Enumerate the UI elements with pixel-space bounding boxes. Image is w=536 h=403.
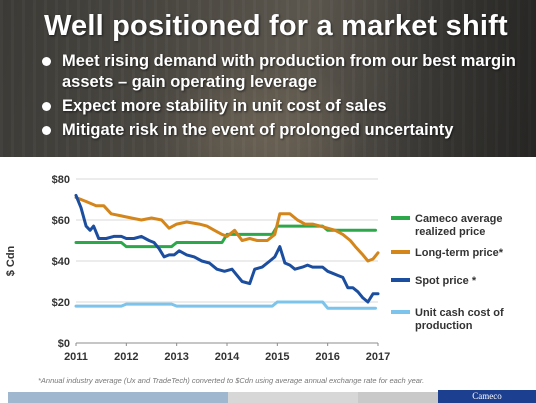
y-tick-label: $0 xyxy=(58,338,70,350)
y-tick-label: $40 xyxy=(52,256,70,268)
hero-background-photo: Well positioned for a market shift Meet … xyxy=(0,0,536,157)
cameco-logo: Cameco xyxy=(438,390,536,403)
bullet-list: Meet rising demand with production from … xyxy=(40,51,530,144)
slide-title: Well positioned for a market shift xyxy=(44,10,508,42)
x-tick-label: 2012 xyxy=(114,351,138,363)
x-tick-label: 2011 xyxy=(64,351,88,363)
y-axis-title: $ Cdn xyxy=(5,245,17,276)
series-line-long-term-price xyxy=(74,196,380,263)
legend-label-unit-cash-cost-of-production: production xyxy=(415,320,473,332)
y-tick-label: $80 xyxy=(52,174,70,186)
bullet-dot-icon xyxy=(42,126,51,135)
legend-label-cameco-average-realized-price: realized price xyxy=(415,226,485,238)
footnote: *Annual industry average (Ux and TradeTe… xyxy=(38,376,425,385)
legend-label-unit-cash-cost-of-production: Unit cash cost of xyxy=(415,307,504,319)
y-tick-label: $20 xyxy=(52,297,70,309)
x-tick-label: 2017 xyxy=(366,351,390,363)
bullet-item: Meet rising demand with production from … xyxy=(40,51,530,93)
x-tick-label: 2014 xyxy=(215,351,240,363)
x-tick-label: 2015 xyxy=(265,351,289,363)
bullet-text: Mitigate risk in the event of prolonged … xyxy=(62,121,454,139)
legend-label-spot-price: Spot price * xyxy=(415,275,477,287)
bullet-text: Expect more stability in unit cost of sa… xyxy=(62,97,387,115)
price-chart: $0 $20 $40 $60 $80 2011 2012 2013 2014 2015 2016 20… xyxy=(0,168,536,380)
bullet-dot-icon xyxy=(42,57,51,66)
legend-label-cameco-average-realized-price: Cameco average xyxy=(415,213,502,225)
legend-label-long-term-price: Long-term price* xyxy=(415,247,504,259)
series-line-spot-price xyxy=(74,193,380,304)
x-tick-label: 2013 xyxy=(164,351,188,363)
photo-building-texture xyxy=(0,0,536,157)
price-chart-svg: $0 $20 $40 $60 $80 2011 2012 2013 2014 2015 2016 20… xyxy=(5,174,504,363)
footer-stripe xyxy=(228,392,358,403)
series-line-unit-cash-cost-of-production xyxy=(74,300,377,310)
x-tick-label: 2016 xyxy=(315,351,339,363)
bullet-text: Meet rising demand with production from … xyxy=(62,52,516,91)
y-tick-label: $60 xyxy=(52,215,70,227)
footer-bar: Cameco xyxy=(0,390,536,403)
bullet-item: Mitigate risk in the event of prolonged … xyxy=(40,120,530,141)
bullet-dot-icon xyxy=(42,102,51,111)
photo-right-shadow xyxy=(380,0,536,157)
bullet-item: Expect more stability in unit cost of sa… xyxy=(40,96,530,117)
footer-stripe xyxy=(358,392,438,403)
footer-stripe xyxy=(8,392,228,403)
